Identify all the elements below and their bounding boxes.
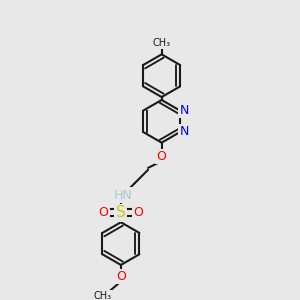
Text: O: O xyxy=(134,206,143,219)
Text: HN: HN xyxy=(113,189,132,202)
Text: O: O xyxy=(98,206,108,219)
Text: CH₃: CH₃ xyxy=(93,291,112,300)
Text: CH₃: CH₃ xyxy=(153,38,171,48)
Text: N: N xyxy=(179,125,189,139)
Text: N: N xyxy=(179,104,189,117)
Text: O: O xyxy=(116,270,126,283)
Text: O: O xyxy=(157,150,166,163)
Text: S: S xyxy=(116,205,126,220)
